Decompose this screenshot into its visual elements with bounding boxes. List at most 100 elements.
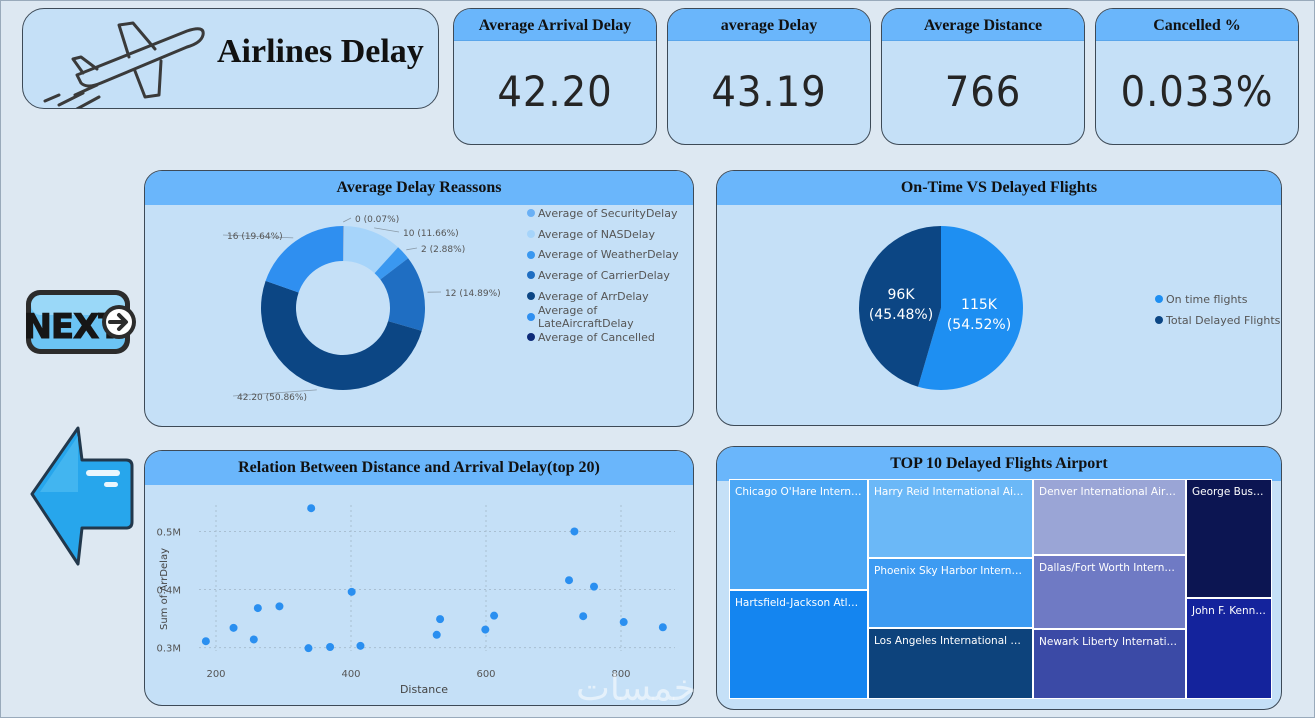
scatter-point[interactable] — [481, 625, 490, 634]
donut-legend: Average of SecurityDelay Average of NASD… — [527, 203, 693, 348]
scatter-point[interactable] — [590, 582, 598, 591]
treemap-cell[interactable]: Los Angeles International Airp... — [868, 628, 1033, 699]
legend-dot — [527, 250, 535, 259]
panel-title: Average Delay Reassons — [145, 171, 693, 205]
legend-label: Average of SecurityDelay — [538, 206, 678, 220]
y-tick-label: 0.5M — [156, 527, 181, 538]
scatter-point[interactable] — [432, 630, 441, 639]
kpi-label: average Delay — [668, 9, 870, 41]
treemap-label: George Bush I... — [1192, 486, 1272, 498]
legend-dot — [1155, 295, 1163, 304]
legend-item[interactable]: Average of Cancelled — [527, 327, 693, 348]
scatter-point[interactable] — [658, 623, 667, 632]
donut-slice[interactable] — [265, 226, 343, 293]
scatter-point[interactable] — [619, 618, 628, 627]
next-button[interactable]: NEXT — [23, 288, 140, 356]
treemap-cell[interactable]: John F. Kenne... — [1186, 598, 1272, 699]
treemap-label: Hartsfield-Jackson Atlant... — [735, 597, 868, 609]
kpi-label: Cancelled % — [1096, 9, 1298, 41]
x-tick-label: 600 — [476, 669, 495, 680]
legend-label: On time flights — [1166, 292, 1248, 306]
leader-line — [343, 217, 352, 223]
scatter-point[interactable] — [579, 612, 588, 621]
kpi-label: Average Distance — [882, 9, 1084, 41]
dashboard-title: Airlines Delay — [217, 33, 424, 70]
y-axis-label: Sum of ArrDelay — [159, 548, 170, 630]
leader-line — [374, 227, 400, 233]
scatter-point[interactable] — [307, 504, 316, 513]
data-label: 0 (0.07%) — [355, 215, 399, 225]
kpi-value: 42.20 — [497, 67, 613, 116]
pie-chart: 115K (54.52%) 96K (45.48%) — [859, 226, 1023, 390]
treemap-label: Harry Reid International Airport — [874, 486, 1033, 498]
treemap-cell[interactable]: Harry Reid International Airport — [868, 479, 1033, 558]
pie-legend: On time flights Total Delayed Flights — [1155, 289, 1280, 330]
scatter-point[interactable] — [304, 644, 313, 653]
pie-slice[interactable] — [859, 226, 941, 387]
pie-percent-label: (54.52%) — [947, 317, 1011, 333]
scatter-point[interactable] — [229, 623, 238, 632]
scatter-point[interactable] — [253, 604, 262, 613]
scatter-point[interactable] — [565, 576, 574, 585]
donut-slice[interactable] — [343, 226, 399, 274]
legend-label: Average of Cancelled — [538, 330, 655, 344]
treemap-label: Dallas/Fort Worth Internatio... — [1039, 562, 1186, 574]
scatter-point[interactable] — [436, 615, 445, 624]
legend-label: Total Delayed Flights — [1166, 313, 1281, 327]
scatter-point[interactable] — [570, 527, 579, 536]
donut-slice[interactable] — [261, 280, 422, 390]
treemap-cell[interactable]: Newark Liberty International... — [1033, 629, 1186, 699]
kpi-label: Average Arrival Delay — [454, 9, 656, 41]
pie-percent-label: (45.48%) — [869, 307, 933, 323]
scatter-point[interactable] — [347, 587, 356, 596]
pie-value-label: 115K — [961, 297, 998, 313]
legend-item[interactable]: On time flights — [1155, 289, 1280, 310]
treemap-cell[interactable]: Chicago O'Hare Internati... — [729, 479, 868, 590]
leader-line — [406, 247, 418, 251]
data-label: 42.20 (50.86%) — [237, 393, 307, 403]
scatter-point[interactable] — [326, 643, 335, 651]
back-arrow-button[interactable] — [28, 422, 136, 570]
data-label: 16 (19.64%) — [227, 232, 283, 242]
airplane-icon — [43, 21, 205, 108]
treemap-label: Los Angeles International Airp... — [874, 635, 1033, 647]
kpi-value: 43.19 — [711, 67, 827, 116]
scatter-point[interactable] — [275, 602, 284, 611]
legend-item[interactable]: Average of WeatherDelay — [527, 244, 693, 265]
treemap-cell[interactable]: Denver International Airport — [1033, 479, 1186, 555]
legend-item[interactable]: Average of ArrDelay — [527, 286, 693, 307]
donut-slice[interactable] — [380, 258, 425, 331]
data-label: 12 (14.89%) — [445, 289, 501, 299]
panel-title: Relation Between Distance and Arrival De… — [145, 451, 693, 485]
legend-item[interactable]: Average of NASDelay — [527, 224, 693, 245]
treemap-cell[interactable]: George Bush I... — [1186, 479, 1272, 598]
donut-slice[interactable] — [374, 247, 409, 280]
kpi-card-average-distance: Average Distance 766 — [881, 8, 1085, 145]
data-label: 2 (2.88%) — [421, 245, 465, 255]
legend-item[interactable]: Average of CarrierDelay — [527, 265, 693, 286]
legend-item[interactable]: Average of SecurityDelay — [527, 203, 693, 224]
watermark: خمسات — [576, 668, 697, 709]
scatter-point[interactable] — [356, 641, 365, 650]
legend-dot — [527, 312, 535, 321]
legend-item[interactable]: Average of LateAircraftDelay — [527, 303, 693, 330]
legend-label: Average of CarrierDelay — [538, 268, 670, 282]
scatter-point[interactable] — [249, 635, 258, 644]
y-tick-label: 0.4M — [156, 586, 181, 597]
legend-item[interactable]: Total Delayed Flights — [1155, 310, 1280, 331]
distance-delay-panel: Relation Between Distance and Arrival De… — [144, 450, 694, 706]
treemap-cell[interactable]: Phoenix Sky Harbor Internatio... — [868, 558, 1033, 628]
arrow-left-icon — [30, 426, 134, 566]
legend-dot — [527, 333, 535, 342]
legend-label: Average of ArrDelay — [538, 289, 649, 303]
legend-dot — [1155, 316, 1163, 325]
treemap-cell[interactable]: Hartsfield-Jackson Atlant... — [729, 590, 868, 699]
treemap-label: Denver International Airport — [1039, 486, 1186, 498]
scatter-point[interactable] — [201, 637, 210, 646]
pie-slice[interactable] — [918, 226, 1023, 390]
treemap-cell[interactable]: Dallas/Fort Worth Internatio... — [1033, 555, 1186, 629]
legend-label: Average of LateAircraftDelay — [538, 303, 634, 330]
legend-dot — [527, 292, 535, 301]
x-tick-label: 400 — [341, 669, 360, 680]
scatter-point[interactable] — [490, 611, 499, 620]
